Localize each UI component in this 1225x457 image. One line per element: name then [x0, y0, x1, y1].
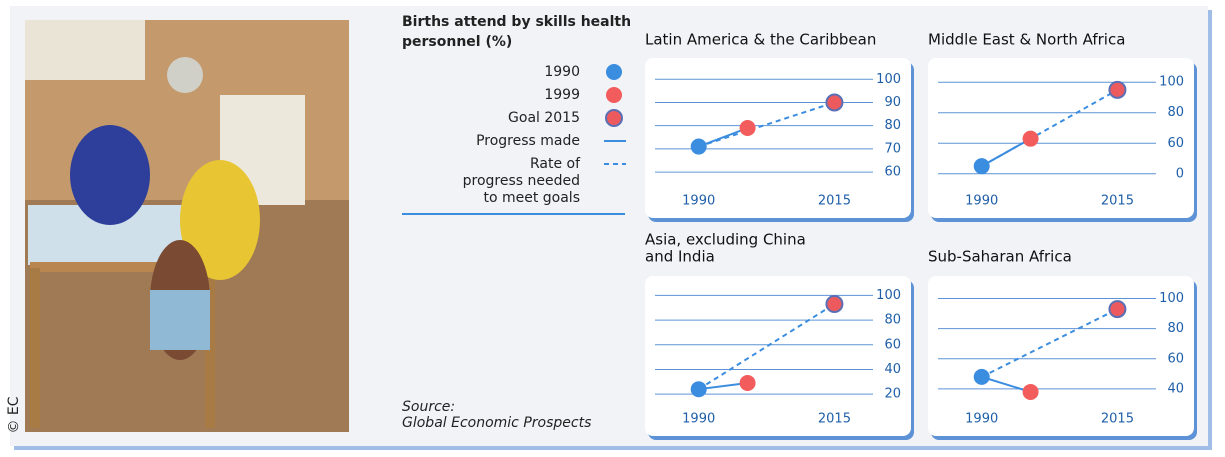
data-point — [826, 296, 842, 312]
legend-title: Births attend by skills health — [402, 14, 631, 30]
legend-label: Goal 2015 — [508, 110, 580, 126]
data-point — [1109, 82, 1125, 98]
y-tick-label: 80 — [1167, 321, 1184, 336]
legend-swatch — [606, 110, 622, 126]
data-point — [1023, 384, 1039, 400]
chart-title: Asia, excluding China — [645, 231, 806, 249]
y-tick-label: 60 — [884, 337, 901, 352]
x-tick-label: 1990 — [682, 412, 715, 427]
data-point — [740, 120, 756, 136]
y-tick-label: 100 — [1159, 291, 1184, 306]
x-tick-label: 2015 — [818, 412, 851, 427]
x-tick-label: 2015 — [1101, 194, 1134, 209]
y-tick-label: 100 — [1159, 75, 1184, 90]
legend-swatch — [606, 87, 622, 103]
data-point — [826, 94, 842, 110]
y-tick-label: 40 — [1167, 381, 1184, 396]
y-tick-label: 20 — [884, 387, 901, 402]
y-tick-label: 0 — [1176, 166, 1184, 181]
legend-swatch — [606, 64, 622, 80]
data-point — [974, 369, 990, 385]
legend-label: 1999 — [544, 87, 580, 103]
y-tick-label: 60 — [1167, 136, 1184, 151]
legend-label: progress needed — [463, 173, 580, 189]
x-tick-label: 1990 — [965, 412, 998, 427]
y-tick-label: 80 — [1167, 105, 1184, 120]
x-tick-label: 2015 — [818, 194, 851, 209]
x-tick-label: 1990 — [682, 194, 715, 209]
legend-label: Progress made — [476, 133, 580, 149]
legend-label: to meet goals — [483, 190, 580, 206]
data-point — [1023, 131, 1039, 147]
y-tick-label: 100 — [876, 72, 901, 87]
legend-label: Rate of — [530, 156, 581, 172]
page: © EC Births attend by skills health perso… — [0, 0, 1225, 457]
chart-title: and India — [645, 248, 715, 266]
y-tick-label: 70 — [884, 141, 901, 156]
chart-title: Middle East & North Africa — [928, 31, 1125, 49]
data-point — [974, 158, 990, 174]
data-point — [1109, 301, 1125, 317]
x-tick-label: 2015 — [1101, 412, 1134, 427]
x-tick-label: 1990 — [965, 194, 998, 209]
y-tick-label: 60 — [884, 165, 901, 180]
data-point — [691, 139, 707, 155]
y-tick-label: 60 — [1167, 351, 1184, 366]
chart-title: Sub-Saharan Africa — [928, 248, 1072, 266]
photo — [25, 20, 349, 432]
chart-title: Latin America & the Caribbean — [645, 31, 876, 49]
source: Source: — [402, 399, 455, 415]
legend-title: personnel (%) — [402, 34, 512, 50]
data-point — [691, 381, 707, 397]
y-tick-label: 80 — [884, 118, 901, 133]
y-tick-label: 100 — [876, 288, 901, 303]
source: Global Economic Prospects — [402, 415, 591, 431]
y-tick-label: 40 — [884, 362, 901, 377]
y-tick-label: 80 — [884, 313, 901, 328]
y-tick-label: 90 — [884, 95, 901, 110]
legend-label: 1990 — [544, 64, 580, 80]
data-point — [740, 375, 756, 391]
photo-credit: © EC — [6, 396, 22, 433]
